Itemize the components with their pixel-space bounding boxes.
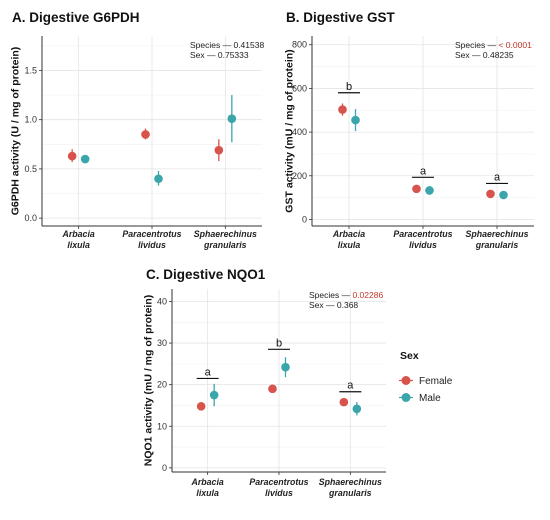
y-tick-label: 40 — [157, 296, 167, 306]
data-point-female — [67, 151, 77, 161]
significance-letter: a — [347, 380, 354, 392]
data-point-female — [412, 184, 421, 194]
x-tick-label: granularis — [328, 488, 372, 498]
y-tick-label: 600 — [292, 83, 307, 93]
stat-value: 0.41538 — [233, 40, 264, 50]
data-point-male — [80, 154, 90, 164]
x-tick-label: Paracentrotus — [249, 477, 308, 487]
data-point-male — [281, 362, 290, 372]
y-tick-label: 30 — [157, 338, 167, 348]
y-tick-label: 1.0 — [24, 115, 37, 125]
legend: Sex Female Male — [399, 350, 453, 404]
y-tick-label: 20 — [157, 380, 167, 390]
stat-label: Species — — [309, 290, 352, 300]
x-tick-label: lividus — [138, 240, 166, 250]
data-point-female — [486, 189, 495, 199]
data-point-male — [351, 115, 360, 125]
x-tick-label: Sphaerechinus — [194, 229, 257, 239]
stat-value: 0.48235 — [483, 50, 514, 60]
data-point-male — [154, 174, 163, 184]
y-tick-label: 200 — [292, 171, 307, 181]
significance-letter: b — [346, 81, 352, 93]
y-tick-label: 0 — [302, 214, 307, 224]
stat-annotation: Species — 0.02286 — [309, 290, 383, 300]
significance-letter: a — [494, 171, 501, 183]
data-point-female — [214, 145, 224, 155]
stat-annotation: Sex — 0.75333 — [190, 50, 249, 60]
y-tick-label: 0.5 — [24, 164, 37, 174]
data-point-female — [141, 130, 150, 139]
x-tick-label: granularis — [475, 240, 519, 250]
y-tick-label: 400 — [292, 127, 307, 137]
x-tick-label: Arbacia — [191, 477, 224, 487]
legend-title: Sex — [400, 350, 419, 362]
data-point-male — [227, 114, 237, 123]
y-tick-label: 800 — [292, 40, 307, 50]
stat-value: < 0.0001 — [498, 40, 532, 50]
y-axis-title: NQO1 activity (mU / mg of protein) — [143, 295, 155, 467]
data-point-male — [499, 190, 508, 200]
x-tick-label: lixula — [67, 240, 90, 250]
data-point-male — [209, 390, 219, 400]
x-tick-label: Paracentrotus — [393, 229, 452, 239]
x-tick-label: Arbacia — [332, 229, 365, 239]
stat-label: Sex — — [309, 300, 337, 310]
x-tick-label: lividus — [265, 488, 293, 498]
stat-value: 0.75333 — [218, 50, 249, 60]
data-point-male — [425, 186, 434, 195]
x-tick-label: lixula — [196, 488, 219, 498]
stat-label: Species — — [455, 40, 498, 50]
panel-title: A. Digestive G6PDH — [12, 10, 140, 25]
stat-label: Species — — [190, 40, 233, 50]
significance-letter: a — [205, 366, 212, 378]
x-tick-label: Arbacia — [62, 229, 95, 239]
x-tick-label: granularis — [203, 240, 247, 250]
legend-label-male: Male — [419, 393, 441, 404]
x-tick-label: lixula — [338, 240, 361, 250]
data-point-female — [338, 105, 347, 114]
stat-annotation: Sex — 0.48235 — [455, 50, 514, 60]
data-point-female — [196, 401, 206, 411]
y-tick-label: 0.0 — [24, 213, 37, 223]
stat-label: Sex — — [455, 50, 483, 60]
stat-annotation: Species — < 0.0001 — [455, 40, 532, 50]
significance-letter: a — [420, 165, 427, 177]
panel-title: C. Digestive NQO1 — [146, 267, 266, 282]
x-tick-label: Paracentrotus — [122, 229, 181, 239]
x-tick-label: lividus — [409, 240, 437, 250]
data-point-female — [268, 384, 277, 394]
panel-title: B. Digestive GST — [286, 10, 396, 25]
data-point-female — [339, 397, 349, 407]
legend-label-female: Female — [419, 376, 453, 387]
y-axis-title: G6PDH activity (U / mg of protein) — [10, 47, 22, 216]
y-axis-title: GST activity (mU / mg of protein) — [284, 49, 296, 212]
y-tick-label: 1.5 — [24, 65, 37, 75]
y-tick-label: 10 — [157, 421, 167, 431]
stat-label: Sex — — [190, 50, 218, 60]
stat-value: 0.368 — [337, 300, 359, 310]
y-tick-label: 0 — [162, 463, 167, 473]
data-point-male — [352, 404, 362, 414]
x-tick-label: Sphaerechinus — [465, 229, 528, 239]
stat-annotation: Species — 0.41538 — [190, 40, 264, 50]
x-tick-label: Sphaerechinus — [319, 477, 382, 487]
stat-annotation: Sex — 0.368 — [309, 300, 358, 310]
stat-value: 0.02286 — [352, 290, 383, 300]
significance-letter: b — [276, 337, 282, 349]
